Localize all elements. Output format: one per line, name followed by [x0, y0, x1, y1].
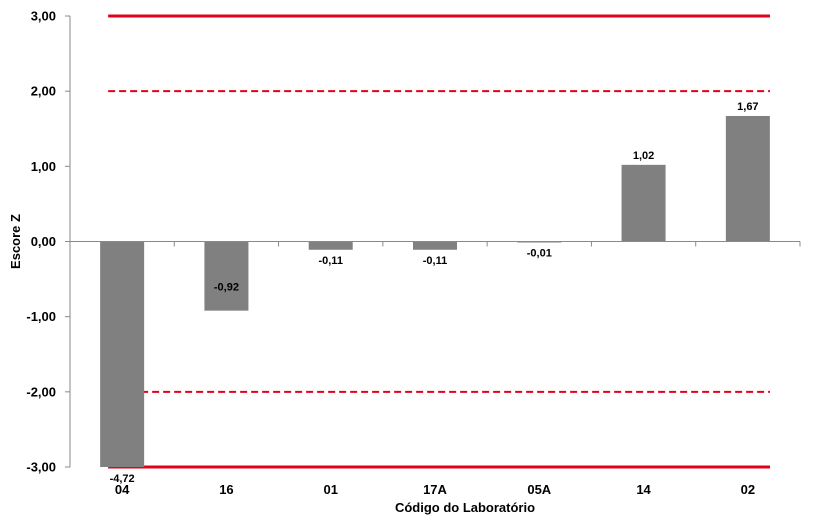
- data-label: -4,72: [110, 473, 135, 485]
- data-label: 1,02: [633, 150, 654, 162]
- y-tick-label: -2,00: [26, 384, 56, 399]
- bar: [621, 164, 666, 242]
- bar: [204, 241, 249, 311]
- y-axis-title: Escore Z: [8, 214, 23, 269]
- data-label: -0,01: [527, 247, 552, 259]
- y-tick-label: -1,00: [26, 309, 56, 324]
- bar: [100, 241, 145, 467]
- x-tick-label: 17A: [423, 482, 447, 497]
- bar: [308, 241, 353, 250]
- axes: [69, 16, 800, 467]
- y-tick-label: 2,00: [31, 84, 56, 99]
- x-tick-label: 16: [219, 482, 233, 497]
- x-tick-label: 02: [741, 482, 755, 497]
- x-tick-labels: 04 16 01 17A 05A 14 02: [69, 241, 801, 497]
- x-axis-title: Código do Laboratório: [395, 500, 535, 515]
- data-label: 1,67: [737, 101, 758, 113]
- data-labels: -4,72 -0,92 -0,11 -0,11 -0,01 1,02 1,67: [110, 101, 759, 485]
- x-tick-label: 04: [115, 482, 130, 497]
- data-label: -0,11: [318, 255, 342, 267]
- y-tick-label: 0,00: [31, 234, 56, 249]
- y-tick-label: -3,00: [26, 460, 56, 475]
- y-tick-label: 3,00: [31, 9, 56, 24]
- x-tick-label: 01: [323, 482, 337, 497]
- bar: [725, 115, 770, 242]
- data-label: -0,11: [423, 255, 447, 267]
- y-tick-labels: 3,00 2,00 1,00 0,00 -1,00 -2,00 -3,00: [26, 9, 70, 475]
- reference-lines: [108, 14, 770, 469]
- data-label: -0,92: [214, 282, 239, 294]
- x-tick-label: 05A: [527, 482, 551, 497]
- x-tick-label: 14: [636, 482, 651, 497]
- y-tick-label: 1,00: [31, 159, 56, 174]
- bars: [100, 115, 770, 467]
- bar: [413, 241, 457, 250]
